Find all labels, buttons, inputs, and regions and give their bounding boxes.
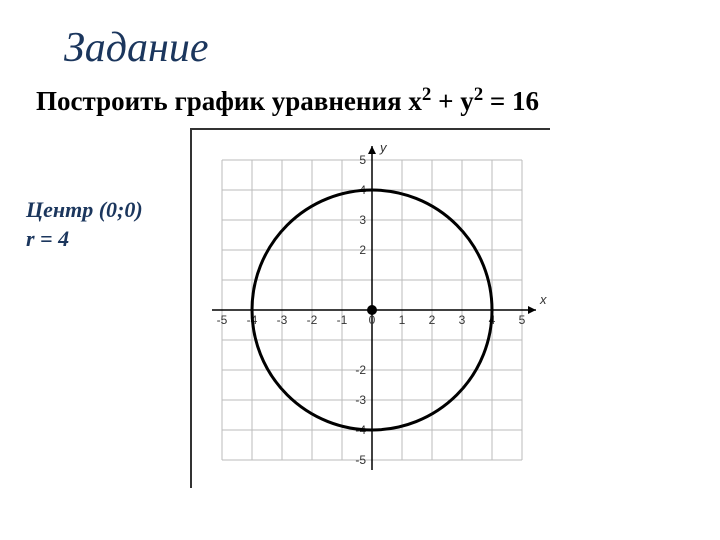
svg-text:0: 0: [369, 313, 376, 327]
task-mid: + у: [431, 86, 473, 116]
task-suffix: = 16: [483, 86, 539, 116]
svg-text:-2: -2: [355, 363, 366, 377]
svg-text:-1: -1: [337, 313, 348, 327]
svg-text:-3: -3: [277, 313, 288, 327]
svg-text:-5: -5: [217, 313, 228, 327]
chart-svg: -5-4-3-2-1012345-5-4-3-22345xy: [192, 130, 552, 490]
exp1: 2: [422, 84, 431, 105]
svg-text:-3: -3: [355, 393, 366, 407]
svg-text:2: 2: [359, 243, 366, 257]
task-statement: Построить график уравнения х2 + у2 = 16: [36, 84, 539, 117]
svg-text:3: 3: [459, 313, 466, 327]
svg-text:-5: -5: [355, 453, 366, 467]
annotation-radius: r = 4: [26, 225, 143, 254]
exp2: 2: [474, 84, 483, 105]
coordinate-chart: -5-4-3-2-1012345-5-4-3-22345xy: [190, 128, 550, 488]
svg-text:2: 2: [429, 313, 436, 327]
svg-text:x: x: [539, 292, 547, 307]
svg-text:5: 5: [519, 313, 526, 327]
annotation-center: Центр (0;0): [26, 196, 143, 225]
annotation-block: Центр (0;0) r = 4: [26, 196, 143, 253]
svg-text:5: 5: [359, 153, 366, 167]
slide-title: Задание: [64, 24, 209, 72]
svg-text:1: 1: [399, 313, 406, 327]
svg-text:3: 3: [359, 213, 366, 227]
task-prefix: Построить график уравнения х: [36, 86, 422, 116]
svg-text:-2: -2: [307, 313, 318, 327]
